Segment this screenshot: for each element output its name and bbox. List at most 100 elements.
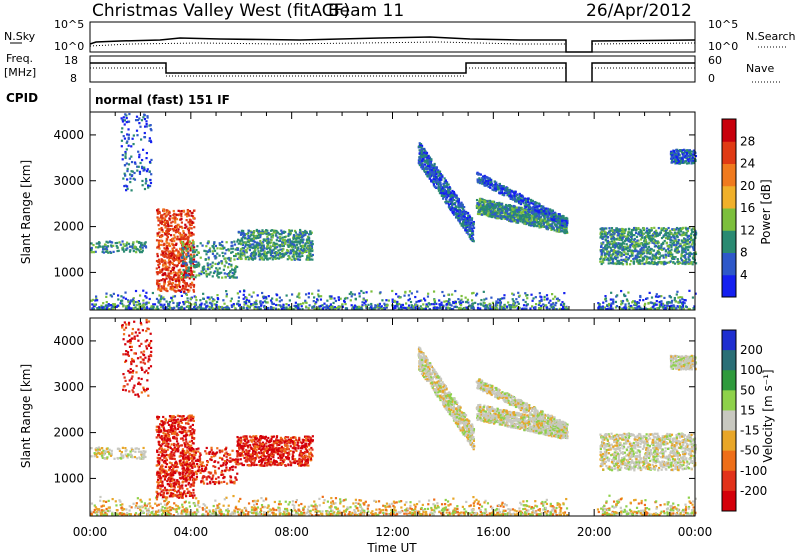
range-gate-cell <box>169 287 172 291</box>
range-gate-cell <box>269 246 272 249</box>
range-gate-cell <box>430 303 433 306</box>
range-gate-cell <box>294 246 297 249</box>
range-gate-cell <box>499 303 502 306</box>
range-gate-cell <box>169 255 173 258</box>
range-gate-cell <box>145 305 148 308</box>
range-gate-cell <box>454 300 457 304</box>
range-gate-cell <box>123 137 127 140</box>
range-gate-cell <box>177 228 180 231</box>
range-gate-cell <box>138 303 141 306</box>
range-gate-cell <box>433 300 437 303</box>
range-gate-cell <box>257 253 260 256</box>
range-gate-cell <box>188 245 191 249</box>
range-gate-cell <box>442 197 445 200</box>
range-gate-cell <box>247 232 250 235</box>
range-gate-cell <box>191 258 194 261</box>
range-gate-cell <box>283 252 286 255</box>
range-gate-cell <box>386 304 389 307</box>
range-gate-cell <box>332 301 335 305</box>
range-gate-cell <box>623 294 626 298</box>
range-gate-cell <box>295 255 299 258</box>
range-gate-cell <box>145 296 148 299</box>
range-gate-cell <box>494 206 497 210</box>
range-gate-cell <box>250 233 253 237</box>
range-gate-cell <box>688 289 691 292</box>
range-gate-cell <box>496 204 499 207</box>
range-gate-cell <box>166 241 169 244</box>
range-gate-cell <box>516 221 520 224</box>
range-gate-cell <box>515 206 518 209</box>
range-gate-cell <box>297 303 300 306</box>
range-gate-cell <box>325 305 328 308</box>
range-gate-cell <box>121 120 125 123</box>
range-gate-cell <box>165 248 168 252</box>
range-gate-cell <box>225 241 228 244</box>
range-gate-cell <box>98 244 101 247</box>
range-gate-cell <box>432 167 435 170</box>
range-gate-cell <box>343 299 346 302</box>
range-gate-cell <box>298 296 301 299</box>
range-gate-cell <box>468 215 472 219</box>
range-gate-cell <box>268 247 271 250</box>
range-gate-cell <box>124 184 127 187</box>
range-gate-cell <box>182 251 186 254</box>
range-gate-cell <box>224 306 227 309</box>
range-gate-cell <box>460 224 463 227</box>
range-gate-cell <box>190 245 193 248</box>
range-gate-cell <box>230 247 233 250</box>
range-gate-cell <box>542 303 545 306</box>
range-gate-cell <box>188 218 191 221</box>
range-gate-cell <box>458 301 461 304</box>
range-gate-cell <box>483 298 486 301</box>
range-gate-cell <box>652 302 656 306</box>
range-gate-cell <box>160 222 163 226</box>
range-gate-cell <box>480 207 483 210</box>
range-gate-cell <box>92 251 96 254</box>
range-gate-cell <box>200 303 203 306</box>
range-gate-cell <box>470 221 473 224</box>
range-gate-cell <box>224 252 227 255</box>
range-gate-cell <box>534 296 537 299</box>
range-gate-cell <box>503 206 506 209</box>
nave-tick-bottom: 0 <box>708 72 715 85</box>
range-gate-cell <box>158 260 161 263</box>
range-gate-cell <box>170 240 174 243</box>
range-gate-cell <box>295 257 298 261</box>
range-gate-cell <box>303 249 307 252</box>
range-gate-cell <box>205 245 208 248</box>
range-gate-cell <box>531 299 534 302</box>
range-gate-cell <box>430 171 433 174</box>
range-gate-cell <box>404 306 407 310</box>
range-gate-cell <box>526 210 529 214</box>
range-gate-cell <box>119 243 122 246</box>
range-gate-cell <box>168 217 171 220</box>
range-gate-cell <box>290 293 294 296</box>
range-gate-cell <box>271 258 274 261</box>
range-gate-cell <box>604 295 607 298</box>
range-gate-cell <box>137 300 141 303</box>
range-gate-cell <box>606 304 609 307</box>
range-gate-cell <box>269 253 273 257</box>
range-gate-cell <box>143 125 147 128</box>
range-gate-cell <box>181 237 184 241</box>
range-gate-cell <box>208 248 211 252</box>
range-gate-cell <box>107 304 110 307</box>
range-gate-cell <box>621 299 625 303</box>
range-gate-cell <box>186 267 189 271</box>
range-gate-cell <box>362 298 365 301</box>
range-gate-cell <box>620 300 623 303</box>
range-gate-cell <box>165 244 169 248</box>
range-gate-cell <box>120 130 123 134</box>
range-gate-cell <box>259 234 262 237</box>
range-gate-cell <box>241 239 244 242</box>
range-gate-cell <box>561 301 564 304</box>
range-gate-cell <box>270 251 273 254</box>
range-gate-cell <box>232 304 235 307</box>
range-gate-cell <box>532 217 535 220</box>
range-gate-cell <box>180 236 183 239</box>
range-gate-cell <box>498 207 501 211</box>
range-gate-cell <box>546 219 549 223</box>
range-gate-cell <box>325 308 328 311</box>
range-gate-cell <box>548 226 552 229</box>
range-gate-cell <box>565 224 569 227</box>
